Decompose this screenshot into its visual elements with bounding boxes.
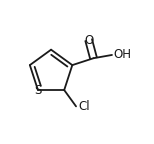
Text: S: S [34, 84, 42, 97]
Text: Cl: Cl [79, 100, 90, 113]
Text: O: O [84, 34, 93, 47]
Text: OH: OH [113, 48, 131, 61]
